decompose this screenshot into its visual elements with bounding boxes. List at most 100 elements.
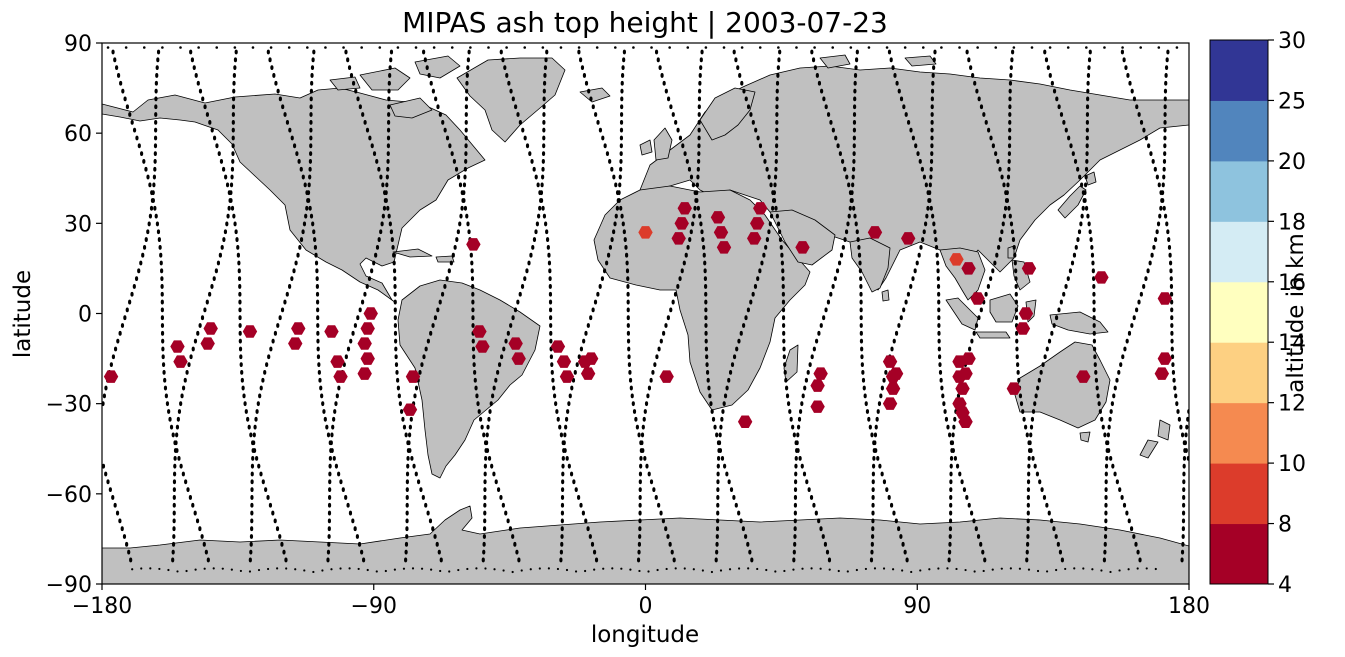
track-dot — [899, 96, 904, 102]
track-dot — [1146, 268, 1150, 274]
track-dot — [139, 151, 144, 157]
track-dot — [217, 151, 221, 157]
track-dot — [1163, 104, 1167, 110]
track-dot — [205, 112, 210, 117]
track-dot — [930, 104, 934, 110]
track-dot — [341, 487, 345, 493]
track-dot — [686, 244, 690, 250]
track-dot — [1136, 567, 1139, 570]
track-dot — [976, 46, 979, 49]
track-dot — [156, 49, 161, 55]
track-dot — [1035, 471, 1040, 477]
track-dot — [591, 307, 595, 313]
track-dot — [232, 88, 236, 94]
track-dot — [1120, 49, 1125, 55]
track-dot — [704, 46, 708, 49]
track-dot — [360, 46, 363, 49]
track-dot — [854, 65, 858, 71]
track-dot — [396, 46, 400, 49]
track-dot — [586, 526, 590, 532]
ash-detection-marker — [961, 352, 976, 365]
track-dot — [528, 151, 532, 157]
track-dot — [756, 135, 760, 141]
track-dot — [1008, 112, 1012, 117]
track-dot — [487, 416, 491, 422]
track-dot — [653, 362, 657, 367]
track-dot — [910, 570, 913, 574]
colorbar-tick-label: 20 — [1278, 150, 1306, 175]
track-dot — [186, 487, 190, 493]
track-dot — [1109, 409, 1113, 414]
track-dot — [225, 221, 229, 227]
track-dot — [192, 65, 196, 71]
track-dot — [812, 502, 816, 508]
track-dot — [1000, 174, 1004, 180]
track-dot — [1139, 291, 1143, 297]
track-dot — [1104, 487, 1108, 493]
track-dot — [315, 291, 320, 297]
land-new-zealand-south — [1139, 439, 1159, 459]
track-dot — [793, 502, 798, 508]
track-dot — [639, 455, 643, 461]
track-dot — [1138, 557, 1142, 563]
track-dot — [767, 229, 771, 235]
track-dot — [1045, 346, 1049, 352]
track-dot — [1034, 393, 1038, 399]
track-dot — [540, 182, 544, 188]
track-dot — [642, 416, 646, 422]
track-dot — [1064, 567, 1067, 571]
track-dot — [119, 80, 123, 86]
track-dot — [171, 541, 176, 547]
track-dot — [719, 569, 723, 572]
track-dot — [793, 534, 797, 539]
track-dot — [638, 534, 642, 539]
track-dot — [339, 567, 342, 570]
track-dot — [776, 73, 780, 78]
track-dot — [474, 385, 478, 391]
track-dot — [644, 401, 649, 407]
track-dot — [233, 65, 237, 71]
track-dot — [984, 119, 988, 125]
track-dot — [273, 330, 278, 336]
track-dot — [367, 276, 372, 282]
track-dot — [716, 510, 720, 516]
track-dot — [250, 495, 254, 500]
track-dot — [380, 221, 384, 227]
track-dot — [697, 159, 701, 164]
track-dot — [891, 568, 895, 571]
track-dot — [309, 127, 313, 133]
track-dot — [348, 510, 353, 516]
track-dot — [704, 299, 708, 305]
track-dot — [683, 151, 687, 157]
track-dot — [427, 73, 431, 78]
track-dot — [241, 385, 245, 391]
track-dot — [411, 567, 415, 570]
track-dot — [948, 518, 953, 524]
track-dot — [1059, 112, 1064, 117]
track-dot — [861, 377, 866, 383]
track-dot — [523, 276, 527, 282]
track-dot — [312, 49, 316, 55]
track-dot — [433, 315, 438, 321]
track-dot — [210, 284, 214, 289]
ash-detection-marker — [900, 232, 916, 245]
track-dot — [357, 567, 360, 571]
track-dot — [175, 432, 179, 438]
track-dot — [937, 338, 941, 344]
track-dot — [292, 143, 297, 149]
track-dot — [1045, 570, 1049, 573]
track-dot — [777, 46, 780, 49]
track-dot — [573, 370, 577, 375]
track-dot — [676, 284, 680, 289]
track-dot — [560, 518, 564, 524]
track-dot — [265, 362, 269, 367]
track-dot — [1104, 526, 1108, 532]
track-dot — [420, 567, 424, 570]
track-dot — [852, 119, 857, 125]
track-dot — [174, 440, 178, 446]
track-dot — [932, 57, 936, 63]
track-dot — [463, 174, 467, 180]
track-dot — [1125, 510, 1129, 516]
track-dot — [785, 385, 789, 391]
